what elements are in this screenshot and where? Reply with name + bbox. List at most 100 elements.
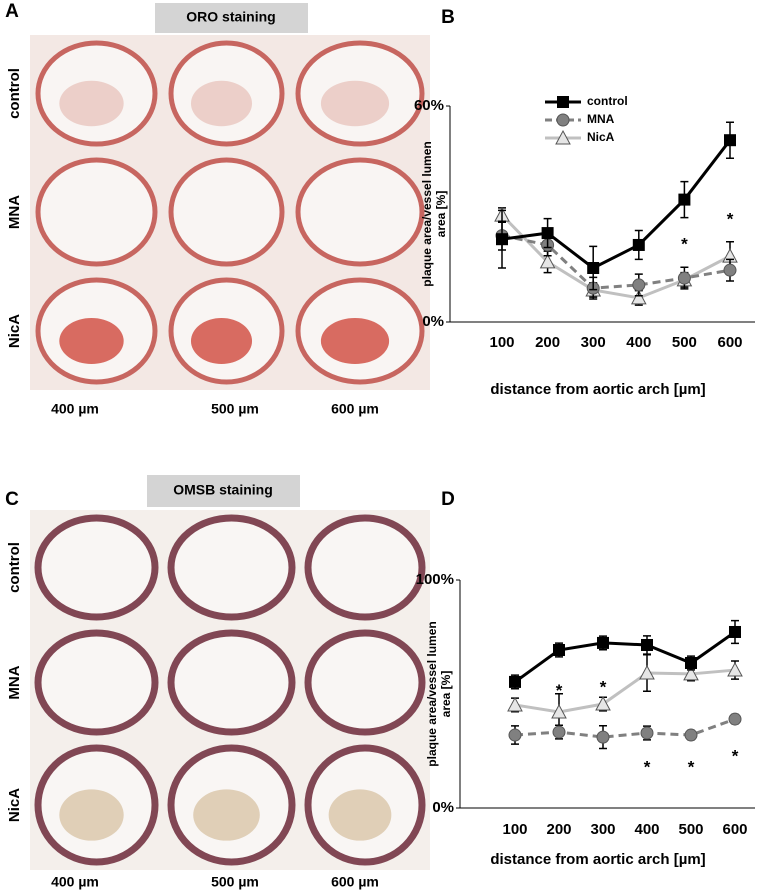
legend-marker	[557, 96, 569, 108]
x-tick-label: 200	[546, 821, 571, 838]
vessel-wall	[35, 157, 158, 267]
row-label: control	[6, 68, 23, 119]
legend-label: NicA	[587, 130, 615, 144]
y-axis-title: plaque area/vessel lumen	[425, 621, 439, 766]
marker	[729, 625, 741, 638]
column-label: 400 µm	[51, 874, 99, 890]
marker	[727, 662, 743, 677]
significance-mark: *	[644, 758, 651, 777]
marker	[552, 725, 566, 739]
column-label: 400 µm	[51, 401, 99, 417]
series-line	[501, 234, 731, 290]
y-tick-label: 0%	[422, 313, 444, 330]
staining-label: ORO staining	[186, 9, 275, 25]
y-tick-label: 60%	[414, 97, 444, 114]
plaque	[59, 318, 124, 364]
column-label: 500 µm	[211, 874, 259, 890]
marker	[507, 696, 523, 712]
marker	[551, 703, 567, 719]
plaque	[190, 80, 253, 127]
plaque	[59, 789, 124, 841]
series	[509, 619, 741, 690]
marker	[553, 643, 565, 656]
series-line	[514, 630, 736, 684]
marker	[508, 728, 522, 742]
significance-mark: *	[732, 746, 739, 765]
marker	[677, 271, 691, 285]
vessel-wall	[34, 629, 159, 736]
vessel-wall	[167, 629, 296, 736]
legend-marker	[556, 113, 570, 127]
significance-mark: *	[688, 758, 695, 777]
plaque	[320, 80, 390, 127]
vessel-wall	[304, 629, 426, 736]
series-line	[501, 139, 732, 270]
series	[496, 121, 736, 291]
vessel-wall	[34, 514, 159, 621]
marker	[632, 238, 645, 251]
row-label: MNA	[6, 195, 23, 229]
vessel-wall	[168, 157, 285, 267]
row-label: NicA	[6, 314, 23, 348]
marker	[496, 233, 508, 246]
marker	[509, 675, 521, 688]
marker	[596, 730, 610, 744]
plaque	[59, 80, 124, 127]
plaque	[190, 318, 253, 364]
series-line	[514, 668, 736, 714]
marker	[595, 695, 611, 711]
staining-label: OMSB staining	[173, 482, 273, 498]
marker	[723, 263, 737, 277]
panel-letter: C	[5, 489, 19, 510]
series	[508, 712, 742, 750]
x-tick-label: 200	[535, 334, 560, 351]
marker	[683, 665, 699, 681]
x-tick-label: 600	[722, 821, 747, 838]
significance-mark: *	[681, 234, 688, 253]
x-axis-title: distance from aortic arch [µm]	[490, 381, 705, 398]
row-label: NicA	[6, 788, 23, 822]
vessel-wall	[304, 514, 426, 621]
x-tick-label: 100	[489, 334, 514, 351]
x-tick-label: 500	[678, 821, 703, 838]
legend-label: control	[587, 94, 628, 108]
column-label: 600 µm	[331, 401, 379, 417]
legend-label: MNA	[587, 112, 615, 126]
plaque	[193, 789, 260, 841]
marker	[641, 638, 653, 651]
marker	[587, 262, 600, 274]
y-tick-label: 100%	[416, 571, 454, 588]
vessel-wall	[295, 157, 425, 267]
marker	[640, 726, 654, 740]
marker	[724, 134, 736, 147]
marker	[632, 278, 646, 292]
x-tick-label: 400	[626, 334, 651, 351]
x-tick-label: 300	[590, 821, 615, 838]
x-tick-label: 300	[581, 334, 606, 351]
marker	[678, 193, 691, 206]
column-label: 500 µm	[211, 401, 259, 417]
row-label: MNA	[6, 665, 23, 699]
plaque	[320, 318, 390, 364]
marker	[639, 664, 655, 680]
panel-letter: A	[5, 1, 19, 22]
panel-letter: D	[441, 489, 455, 510]
y-axis-title: area [%]	[434, 191, 448, 238]
vessel-wall	[167, 514, 296, 621]
marker	[597, 636, 609, 649]
marker	[630, 289, 647, 305]
marker	[541, 227, 554, 240]
significance-mark: *	[727, 210, 734, 229]
y-axis-title: area [%]	[439, 671, 453, 718]
marker	[685, 656, 697, 669]
series	[507, 654, 743, 732]
marker	[539, 253, 556, 269]
x-tick-label: 400	[634, 821, 659, 838]
legend-marker	[555, 129, 571, 145]
series-line	[514, 717, 736, 739]
x-tick-label: 500	[672, 334, 697, 351]
x-axis-title: distance from aortic arch [µm]	[490, 851, 705, 868]
series	[495, 220, 737, 300]
staining-label-box	[155, 3, 308, 33]
